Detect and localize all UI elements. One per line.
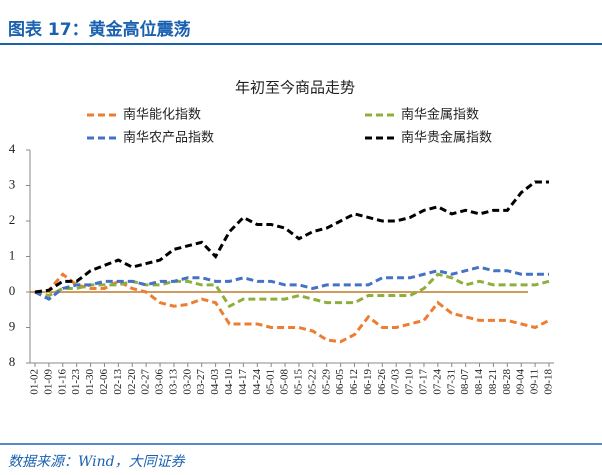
x-tick-label: 05-22 bbox=[306, 369, 318, 395]
x-tick-label: 07-31 bbox=[445, 369, 457, 395]
x-tick-label: 03-13 bbox=[167, 369, 179, 395]
x-tick-label: 01-16 bbox=[56, 369, 68, 395]
x-tick-label: 08-07 bbox=[459, 369, 471, 395]
x-tick-label: 06-05 bbox=[334, 369, 346, 395]
x-tick-label: 03-27 bbox=[195, 369, 207, 395]
x-tick-label: 06-12 bbox=[348, 369, 360, 395]
x-tick-label: 02-13 bbox=[112, 369, 124, 395]
x-tick-label: 09-04 bbox=[515, 369, 527, 395]
x-tick-label: 07-10 bbox=[404, 369, 416, 395]
y-tick-label: 0 bbox=[9, 283, 16, 298]
x-tick-label: 04-10 bbox=[223, 369, 235, 395]
series-line bbox=[34, 272, 550, 309]
x-tick-label: 05-15 bbox=[292, 369, 304, 395]
x-tick-label: 01-23 bbox=[70, 369, 82, 395]
x-tick-label: 03-06 bbox=[154, 369, 166, 395]
x-tick-label: 06-19 bbox=[362, 369, 374, 395]
legend-label: 南华贵金属指数 bbox=[401, 130, 492, 146]
x-tick-label: 07-03 bbox=[390, 369, 402, 395]
x-tick-label: 07-17 bbox=[418, 369, 430, 395]
y-tick-label: 9 bbox=[9, 318, 16, 333]
x-tick-label: 05-01 bbox=[265, 369, 277, 395]
x-tick-label: 02-20 bbox=[126, 369, 138, 395]
x-tick-label: 08-14 bbox=[473, 369, 485, 395]
series-line bbox=[34, 180, 549, 294]
x-tick-label: 01-02 bbox=[29, 369, 41, 395]
x-tick-label: 04-24 bbox=[251, 369, 263, 395]
y-tick-label: 2 bbox=[9, 212, 16, 227]
series-line bbox=[34, 265, 549, 301]
footer-source: 数据来源：Wind，大同证券 bbox=[8, 454, 186, 470]
x-tick-label: 02-06 bbox=[98, 369, 110, 395]
x-tick-label: 08-21 bbox=[487, 369, 499, 395]
x-tick-label: 01-09 bbox=[42, 369, 54, 395]
x-tick-label: 07-24 bbox=[431, 369, 443, 395]
x-tick-label: 02-27 bbox=[140, 369, 152, 395]
y-tick-label: 1 bbox=[9, 247, 16, 262]
legend-label: 南华能化指数 bbox=[123, 107, 201, 123]
x-tick-label: 04-03 bbox=[209, 369, 221, 395]
x-tick-label: 09-11 bbox=[529, 369, 541, 394]
y-tick-label: 8 bbox=[9, 354, 16, 369]
x-tick-label: 04-17 bbox=[237, 369, 249, 395]
x-tick-label: 06-26 bbox=[376, 369, 388, 395]
chart-title: 年初至今商品走势 bbox=[235, 79, 355, 97]
y-tick-label: 4 bbox=[9, 141, 16, 156]
x-tick-label: 03-20 bbox=[181, 369, 193, 395]
legend-label: 南华农产品指数 bbox=[123, 130, 214, 146]
x-tick-label: 05-08 bbox=[279, 369, 291, 395]
x-tick-label: 09-18 bbox=[543, 369, 555, 395]
header-title: 图表 17：黄金高位震荡 bbox=[8, 19, 191, 40]
x-tick-label: 01-30 bbox=[84, 369, 96, 395]
legend-label: 南华金属指数 bbox=[401, 107, 479, 123]
x-tick-label: 05-29 bbox=[320, 369, 332, 395]
x-tick-label: 08-28 bbox=[501, 369, 513, 395]
y-tick-label: 3 bbox=[9, 176, 16, 191]
